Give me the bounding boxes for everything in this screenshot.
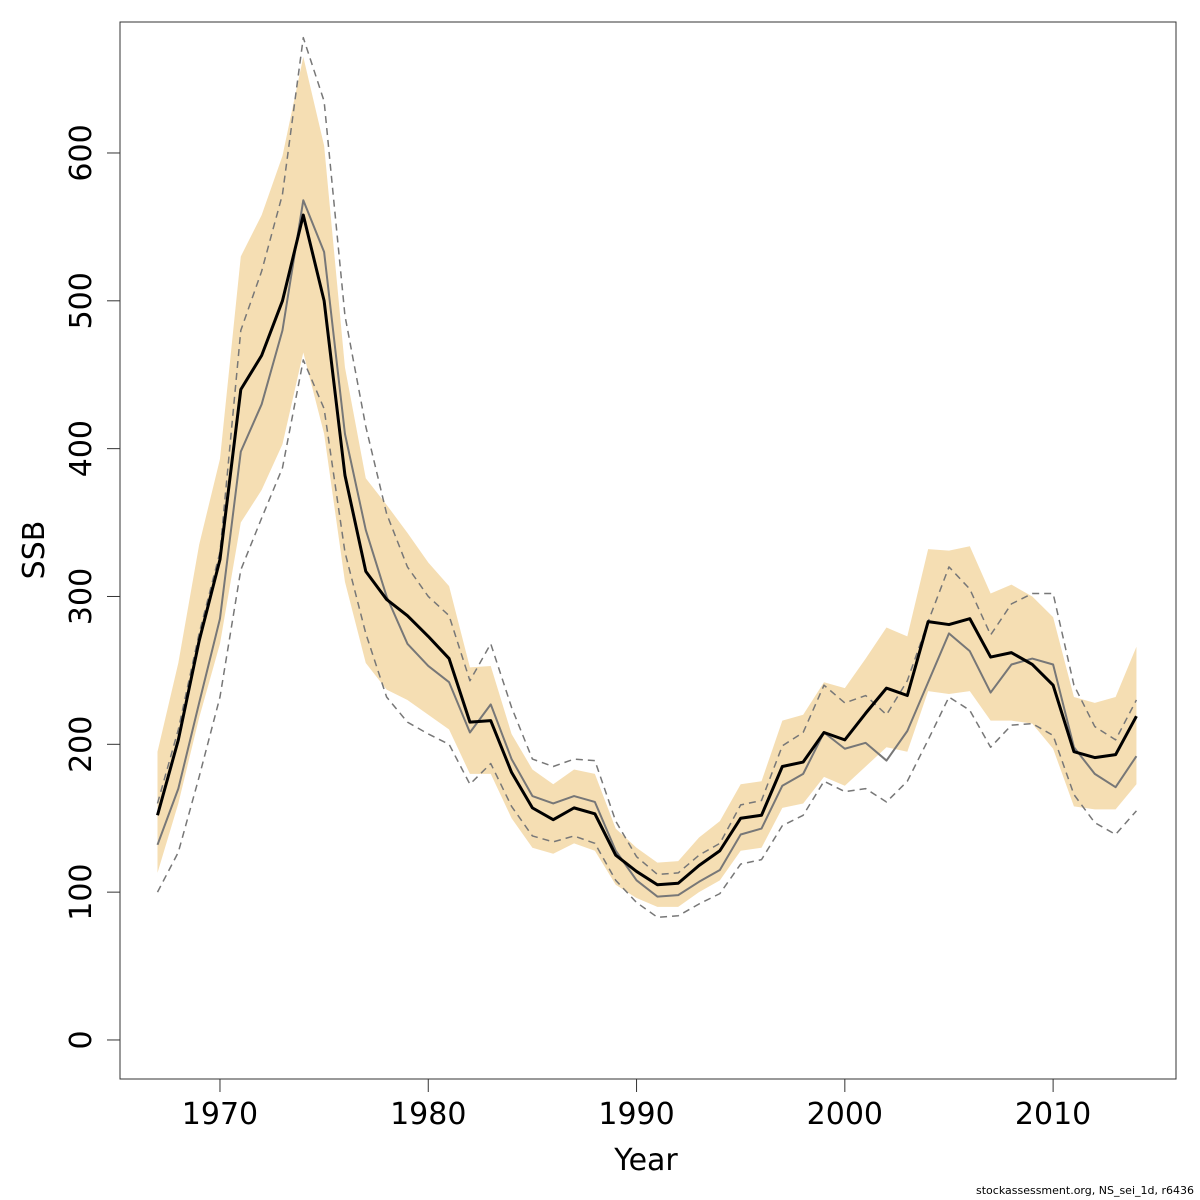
y-tick-label: 500: [64, 272, 99, 329]
x-tick-label: 2000: [807, 1097, 883, 1132]
plot-frame: [119, 21, 1177, 1080]
y-tick-label: 400: [64, 420, 99, 477]
x-tick-label: 2010: [1015, 1097, 1091, 1132]
y-tick-label: 0: [64, 1030, 99, 1049]
confidence-band: [157, 56, 1137, 907]
y-tick-label: 100: [64, 864, 99, 921]
y-tick-label: 300: [64, 568, 99, 625]
x-tick-label: 1990: [598, 1097, 674, 1132]
footnote: stockassessment.org, NS_sei_1d, r6436: [976, 1184, 1194, 1197]
x-axis-label: Year: [613, 1143, 678, 1178]
y-axis-label: SSB: [17, 521, 52, 580]
y-tick-label: 200: [64, 716, 99, 773]
line: [156, 199, 1138, 898]
x-tick-label: 1980: [390, 1097, 466, 1132]
y-tick-label: 600: [64, 124, 99, 181]
dashed-line: [156, 36, 1138, 876]
dashed-line: [156, 359, 1137, 919]
line: [156, 213, 1138, 887]
x-tick-label: 1970: [182, 1097, 258, 1132]
